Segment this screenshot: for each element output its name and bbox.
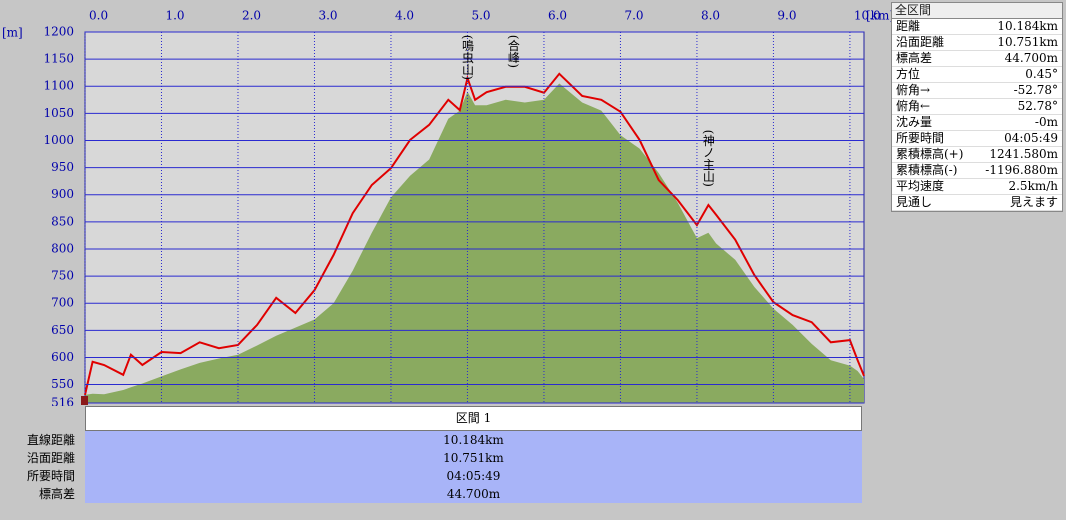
segment-value: 10.751km bbox=[85, 449, 862, 467]
x-tick-label: 2.0 bbox=[242, 9, 261, 23]
panel-row: 距離 10.184km bbox=[892, 19, 1062, 35]
y-tick-label: 1000 bbox=[43, 133, 74, 147]
panel-label: 標高差 bbox=[896, 51, 933, 65]
segment-row: 所要時間 04:05:49 bbox=[0, 467, 864, 485]
grid bbox=[84, 31, 864, 404]
panel-label: 累積標高(+) bbox=[896, 147, 964, 161]
panel-row: 累積標高(-) -1196.880m bbox=[892, 163, 1062, 179]
x-unit: [km] bbox=[866, 9, 894, 23]
segment-label: 標高差 bbox=[38, 487, 75, 501]
panel-row: 所要時間 04:05:49 bbox=[892, 131, 1062, 147]
y-tick-label: 950 bbox=[51, 160, 74, 174]
x-tick-label: 5.0 bbox=[471, 9, 490, 23]
peak-label: (神ノ主山) bbox=[701, 130, 715, 187]
panel-value: 10.184km bbox=[997, 19, 1058, 33]
panel-row: 累積標高(+) 1241.580m bbox=[892, 147, 1062, 163]
segment-value: 44.700m bbox=[85, 485, 862, 503]
panel-value: -0m bbox=[1034, 115, 1058, 129]
x-tick-label: 8.0 bbox=[701, 9, 720, 23]
panel-title: 全区間 bbox=[892, 3, 1062, 19]
panel-value: -52.78° bbox=[1013, 83, 1058, 97]
panel-value: 04:05:49 bbox=[1004, 131, 1058, 145]
profile-chart: [m] [km] 516 550 600 650 700 750 800 850 900 950 1… bbox=[2, 9, 894, 407]
panel-row: 標高差 44.700m bbox=[892, 51, 1062, 67]
y-tick-label: 600 bbox=[51, 350, 74, 364]
x-tick-label: 4.0 bbox=[395, 9, 414, 23]
panel-row: 沿面距離 10.751km bbox=[892, 35, 1062, 51]
panel-label: 平均速度 bbox=[896, 179, 945, 193]
panel-value: 見えます bbox=[1009, 195, 1058, 209]
panel-value: 1241.580m bbox=[989, 147, 1058, 161]
panel-row: 俯角← 52.78° bbox=[892, 99, 1062, 115]
y-tick-label: 850 bbox=[51, 214, 74, 228]
panel-label: 方位 bbox=[896, 67, 921, 81]
panel-value: 10.751km bbox=[997, 35, 1058, 49]
peak-label: (合峰) bbox=[506, 35, 520, 68]
x-tick-label: 0.0 bbox=[89, 9, 108, 23]
panel-label: 俯角→ bbox=[896, 83, 931, 97]
y-unit: [m] bbox=[2, 26, 23, 40]
panel-value: 2.5km/h bbox=[1008, 179, 1058, 193]
segment-header: 区間 1 bbox=[85, 406, 862, 431]
x-tick-label: 9.0 bbox=[777, 9, 796, 23]
route-line bbox=[84, 72, 865, 396]
y-tick-label: 750 bbox=[51, 269, 74, 283]
panel-label: 沿面距離 bbox=[896, 35, 945, 49]
panel-row: 俯角→ -52.78° bbox=[892, 83, 1062, 99]
y-tick-label: 1200 bbox=[43, 25, 74, 39]
y-tick-label: 1050 bbox=[43, 106, 74, 120]
segment-row: 沿面距離 10.751km bbox=[0, 449, 864, 467]
segment-label: 沿面距離 bbox=[26, 451, 75, 465]
x-tick-label: 7.0 bbox=[624, 9, 643, 23]
y-tick-label: 800 bbox=[51, 241, 74, 255]
x-tick-label: 6.0 bbox=[548, 9, 567, 23]
y-tick-label: 1150 bbox=[43, 52, 74, 66]
y-tick-label: 550 bbox=[51, 377, 74, 391]
panel-row: 沈み量 -0m bbox=[892, 115, 1062, 131]
y-tick-label: 650 bbox=[51, 323, 74, 337]
segment-row: 標高差 44.700m bbox=[0, 485, 864, 503]
y-tick-label: 700 bbox=[51, 296, 74, 310]
panel-value: 0.45° bbox=[1025, 67, 1058, 81]
panel-label: 沈み量 bbox=[896, 115, 933, 129]
segment-label: 直線距離 bbox=[26, 433, 75, 447]
segment-table: 区間 1 直線距離 10.184km 沿面距離 10.751km 所要時間 04:05:4… bbox=[0, 406, 864, 503]
segment-value: 04:05:49 bbox=[85, 467, 862, 485]
x-tick-label: 1.0 bbox=[165, 9, 184, 23]
segment-value: 10.184km bbox=[85, 431, 862, 449]
y-tick-label: 900 bbox=[51, 187, 74, 201]
panel-value: -1196.880m bbox=[985, 163, 1058, 177]
panel-row: 平均速度 2.5km/h bbox=[892, 179, 1062, 195]
panel-label: 俯角← bbox=[896, 99, 931, 113]
summary-panel: 全区間 距離 10.184km 沿面距離 10.751km 標高差 44.700m 方位 0.… bbox=[891, 2, 1063, 212]
panel-label: 見通し bbox=[896, 195, 933, 209]
panel-value: 52.78° bbox=[1017, 99, 1058, 113]
plot-layer bbox=[84, 31, 865, 404]
y-tick-label: 1100 bbox=[43, 79, 74, 93]
x-tick-label: 3.0 bbox=[318, 9, 337, 23]
panel-value: 44.700m bbox=[1004, 51, 1058, 65]
panel-label: 距離 bbox=[896, 19, 921, 33]
panel-row: 見通し 見えます bbox=[892, 195, 1062, 211]
peak-label: (鳴虫山) bbox=[460, 35, 474, 80]
panel-label: 所要時間 bbox=[896, 131, 945, 145]
panel-label: 累積標高(-) bbox=[896, 163, 958, 177]
panel-row: 方位 0.45° bbox=[892, 67, 1062, 83]
segment-row: 直線距離 10.184km bbox=[0, 431, 864, 449]
x-tick-label: 10.0 bbox=[854, 9, 881, 23]
terrain-area bbox=[85, 83, 864, 403]
segment-label: 所要時間 bbox=[26, 469, 75, 483]
y-tick-label: 516 bbox=[51, 396, 74, 407]
start-marker bbox=[81, 396, 88, 405]
